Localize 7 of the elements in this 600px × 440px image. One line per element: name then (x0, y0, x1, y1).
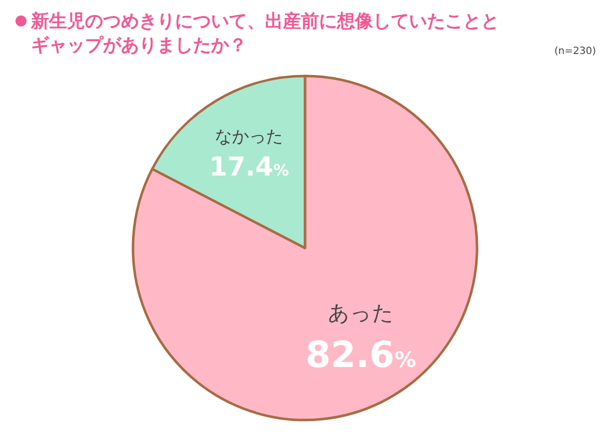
data-label: 17.4% (209, 152, 290, 183)
slice-label: なかった (215, 126, 284, 147)
text: (n=230) (554, 46, 596, 57)
slice-label: あった (328, 301, 394, 326)
pie-slice (132, 74, 478, 422)
chart-title: 新生児のつめきりについて、出産前に想像していたこととギャップがありましたか？ (30, 11, 499, 56)
data-label: 82.6% (306, 334, 416, 376)
